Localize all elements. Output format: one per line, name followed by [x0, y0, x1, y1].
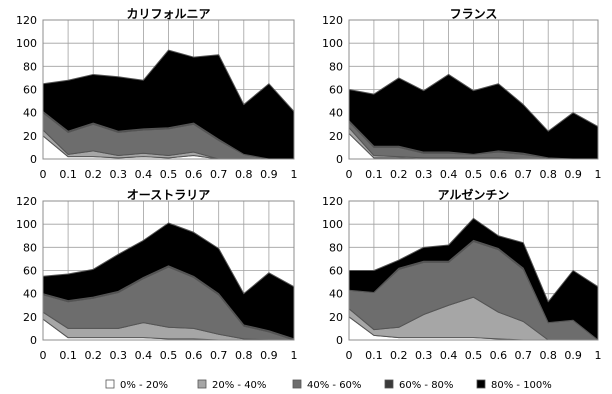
y-tick-label: 0	[30, 334, 37, 347]
x-tick-label: 0	[40, 349, 47, 362]
y-tick-label: 100	[322, 37, 343, 50]
y-tick-label: 80	[23, 241, 37, 254]
y-tick-label: 80	[329, 241, 343, 254]
chart-title: カリフォルニア	[126, 7, 210, 21]
y-tick-label: 20	[23, 130, 37, 143]
chart-panel: 0 20 40 60 80 100 120 0 0.1 0.2 0.3 0.4 0.5 0.6 0.7 0.8…	[322, 7, 602, 181]
chart-title: オーストラリア	[127, 188, 210, 202]
plot-frame	[348, 200, 599, 341]
x-tick-label: 0.6	[490, 168, 508, 181]
y-tick-label: 60	[23, 84, 37, 97]
legend-swatch	[384, 379, 394, 389]
x-tick-label: 0.1	[365, 168, 383, 181]
y-tick-label: 40	[23, 288, 37, 301]
chart-legend: 0% - 20% 20% - 40% 40% - 60% 60% - 80% 80% -…	[105, 379, 552, 391]
legend-label: 60% - 80%	[399, 380, 453, 391]
y-tick-label: 120	[322, 195, 343, 208]
plot-frame	[42, 200, 295, 341]
x-tick-label: 0.6	[185, 349, 203, 362]
plot-frame	[348, 19, 599, 160]
x-tick-label: 0.9	[564, 349, 582, 362]
x-tick-label: 0.2	[390, 168, 408, 181]
legend-label: 0% - 20%	[120, 380, 168, 391]
x-tick-label: 0.6	[185, 168, 203, 181]
y-tick-label: 60	[23, 265, 37, 278]
x-tick-label: 0.1	[365, 349, 383, 362]
plot-frame	[42, 19, 295, 160]
x-tick-label: 0.4	[135, 349, 153, 362]
x-tick-label: 0.4	[440, 168, 458, 181]
y-tick-label: 40	[329, 107, 343, 120]
x-tick-label: 0	[40, 168, 47, 181]
x-tick-label: 0.7	[210, 168, 228, 181]
y-tick-label: 20	[23, 311, 37, 324]
x-tick-label: 0.4	[440, 349, 458, 362]
x-tick-label: 0.1	[59, 168, 77, 181]
x-tick-label: 0.3	[110, 349, 128, 362]
y-tick-label: 80	[23, 60, 37, 73]
chart-panel: 0 20 40 60 80 100 120 0 0.1 0.2 0.3 0.4 0.5 0.6 0.7 0.8…	[322, 187, 602, 362]
x-tick-label: 0.5	[160, 349, 178, 362]
x-tick-label: 1	[291, 349, 298, 362]
x-tick-label: 0.3	[110, 168, 128, 181]
y-tick-label: 60	[329, 84, 343, 97]
y-tick-label: 20	[329, 130, 343, 143]
y-tick-label: 120	[16, 195, 37, 208]
x-tick-label: 0	[346, 168, 353, 181]
y-tick-label: 0	[336, 153, 343, 166]
y-tick-label: 120	[322, 14, 343, 27]
legend-label: 40% - 60%	[307, 380, 361, 391]
chart-title: アルゼンチン	[438, 187, 510, 202]
legend-swatch	[476, 379, 486, 389]
x-tick-label: 0.8	[235, 168, 253, 181]
y-tick-label: 0	[30, 153, 37, 166]
legend-label: 20% - 40%	[212, 380, 266, 391]
x-tick-label: 0.7	[515, 168, 533, 181]
y-tick-label: 100	[16, 218, 37, 231]
legend-label: 80% - 100%	[491, 380, 552, 391]
y-tick-label: 100	[16, 37, 37, 50]
x-tick-label: 0.4	[135, 168, 153, 181]
y-tick-label: 60	[329, 265, 343, 278]
x-tick-label: 0.5	[465, 168, 483, 181]
x-tick-label: 1	[595, 168, 602, 181]
x-tick-label: 0.5	[465, 349, 483, 362]
legend-swatch	[105, 379, 115, 389]
x-tick-label: 0.9	[564, 168, 582, 181]
x-tick-label: 0.2	[84, 168, 102, 181]
x-tick-label: 0.1	[59, 349, 77, 362]
x-tick-label: 0	[346, 349, 353, 362]
y-tick-label: 20	[329, 311, 343, 324]
x-tick-label: 0.8	[539, 349, 557, 362]
x-tick-label: 0.2	[390, 349, 408, 362]
legend-swatch	[292, 379, 302, 389]
x-tick-label: 0.5	[160, 168, 178, 181]
x-tick-label: 0.3	[415, 349, 433, 362]
x-tick-label: 0.3	[415, 168, 433, 181]
x-tick-label: 1	[595, 349, 602, 362]
y-tick-label: 0	[336, 334, 343, 347]
chart-panel: 0 20 40 60 80 100 120 0 0.1 0.2 0.3 0.4 0.5 0.6 0.7 0.8…	[16, 7, 298, 181]
x-tick-label: 0.8	[235, 349, 253, 362]
y-tick-label: 120	[16, 14, 37, 27]
x-tick-label: 1	[291, 168, 298, 181]
x-tick-label: 0.9	[260, 168, 278, 181]
y-tick-label: 40	[23, 107, 37, 120]
x-tick-label: 0.8	[539, 168, 557, 181]
chart-title: フランス	[450, 7, 498, 21]
x-tick-label: 0.7	[515, 349, 533, 362]
x-tick-label: 0.6	[490, 349, 508, 362]
y-tick-label: 100	[322, 218, 343, 231]
chart-panel: 0 20 40 60 80 100 120 0 0.1 0.2 0.3 0.4 0.5 0.6 0.7 0.8…	[16, 188, 298, 362]
legend-swatch	[197, 379, 207, 389]
x-tick-label: 0.9	[260, 349, 278, 362]
y-tick-label: 40	[329, 288, 343, 301]
y-tick-label: 80	[329, 60, 343, 73]
x-tick-label: 0.7	[210, 349, 228, 362]
x-tick-label: 0.2	[84, 349, 102, 362]
